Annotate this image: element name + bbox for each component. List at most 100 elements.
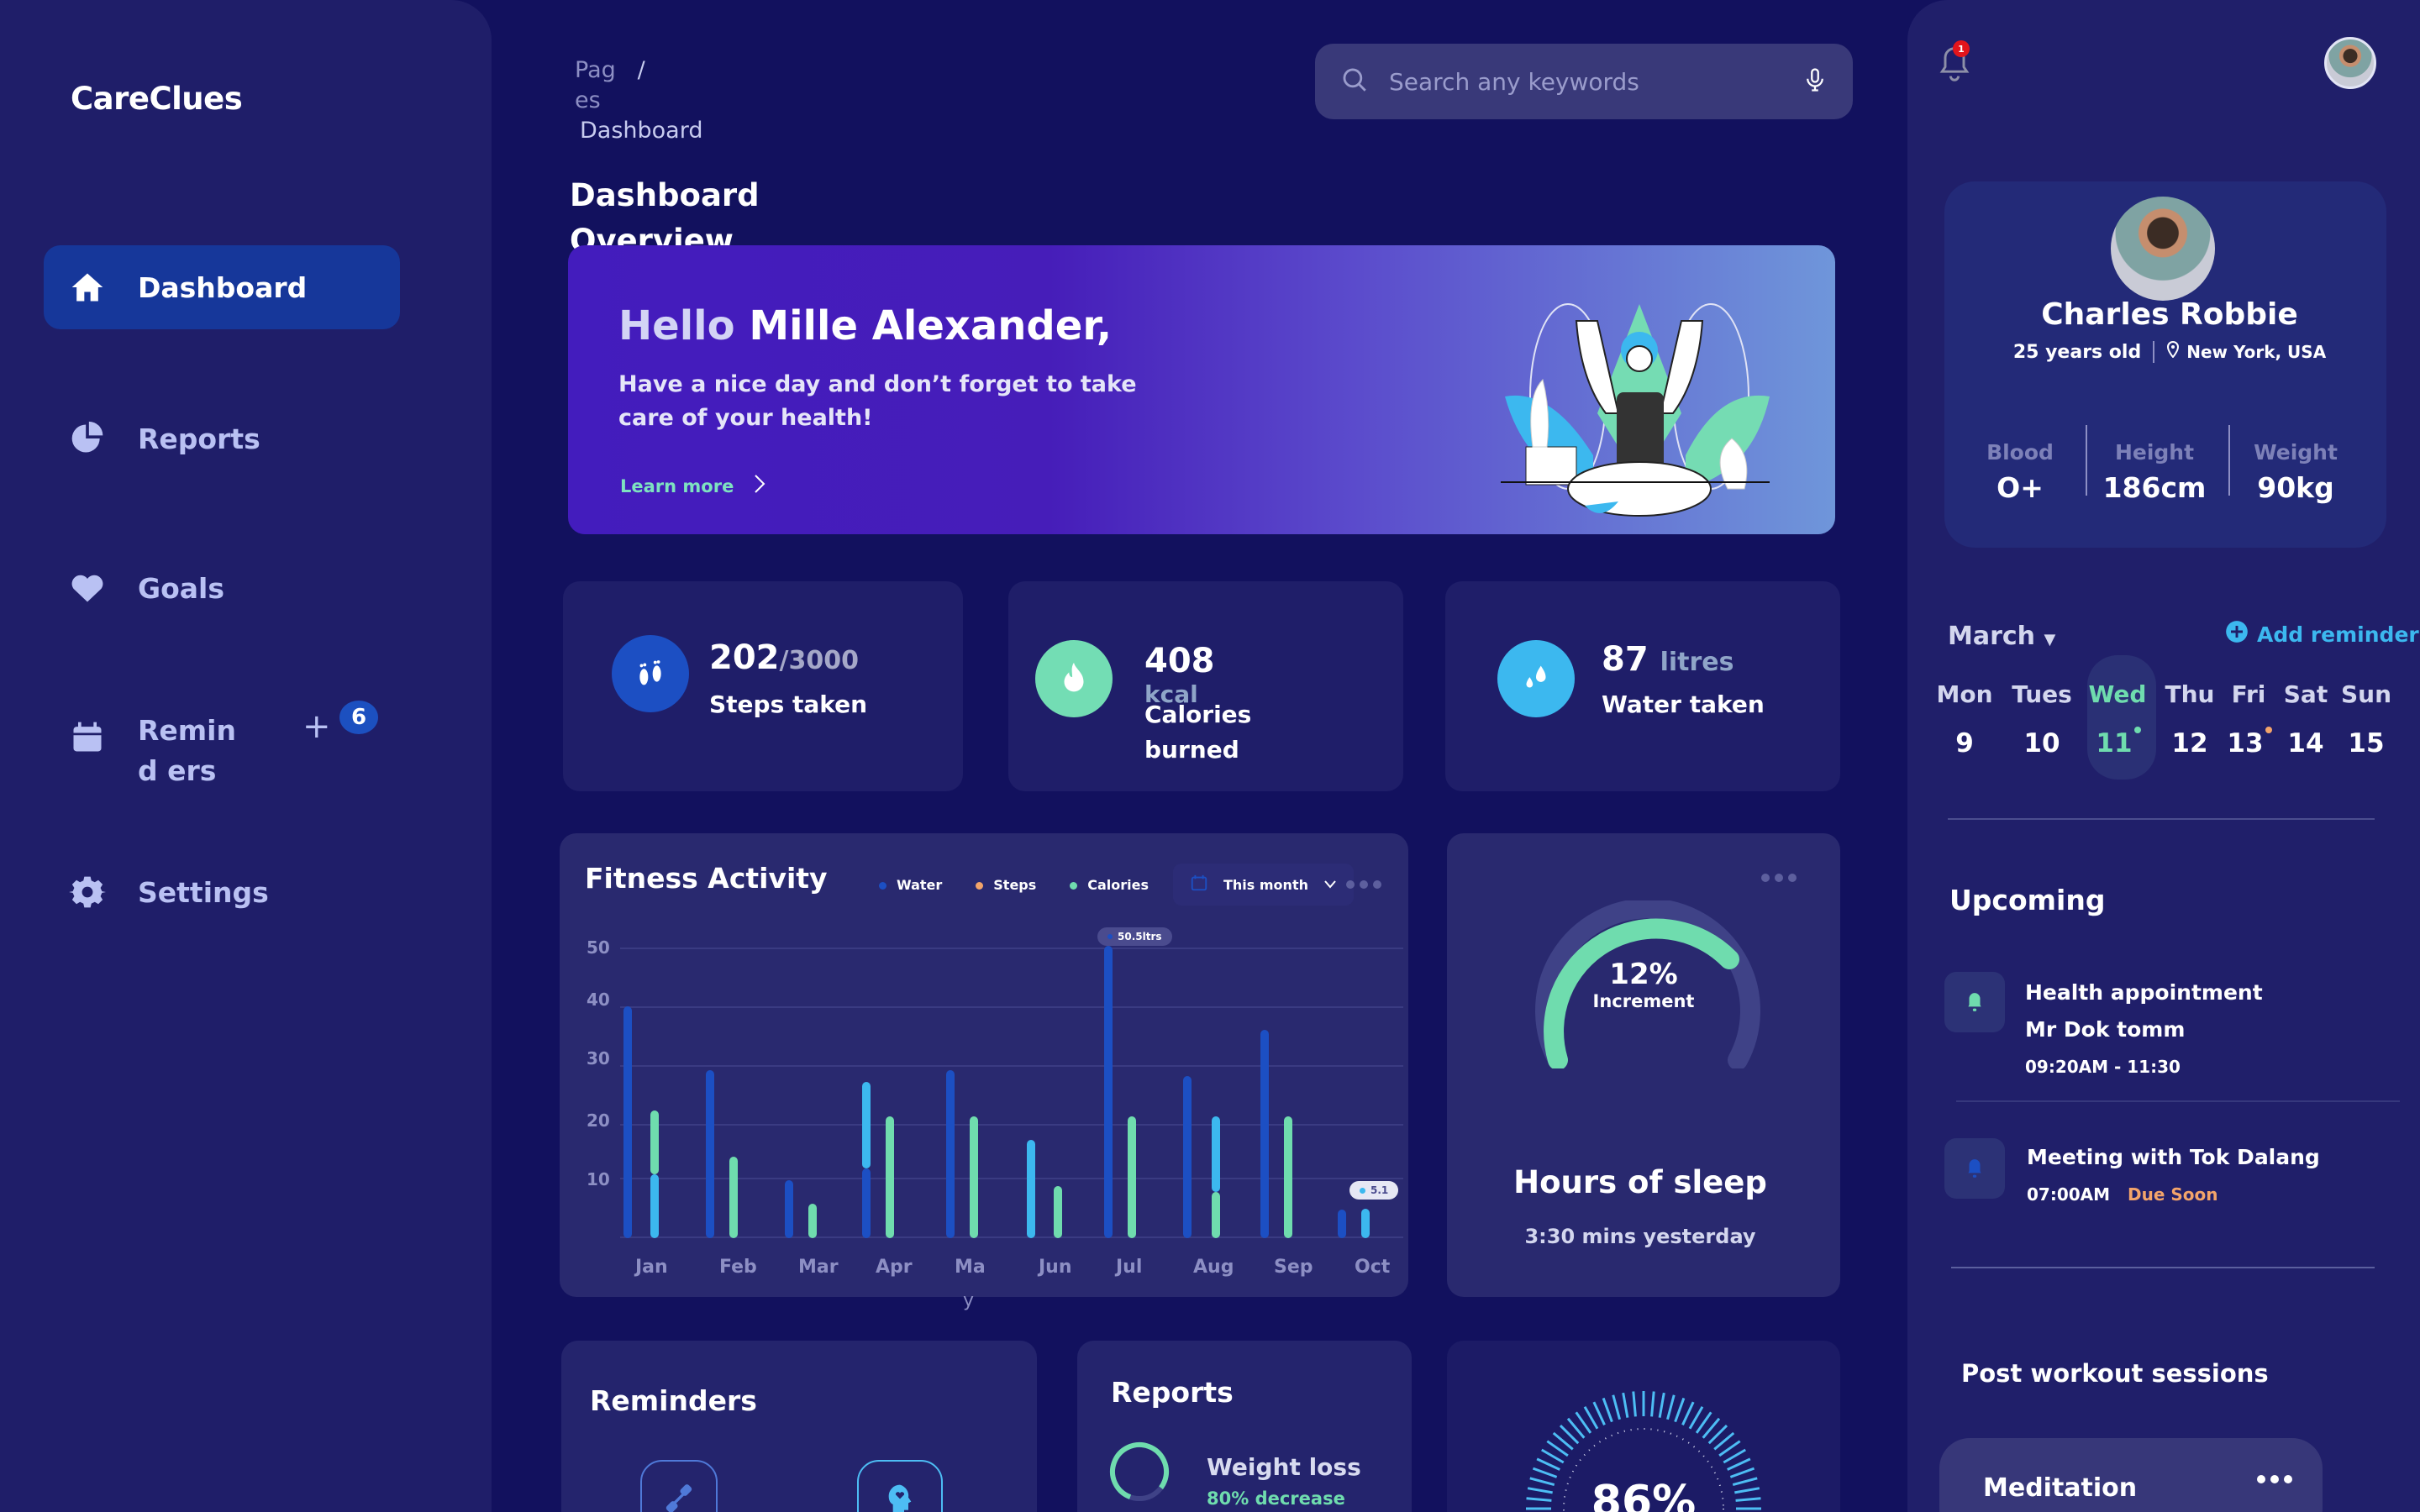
calendar-day-sat[interactable]: Sat 14 [2283, 680, 2328, 759]
calendar-day-fri[interactable]: Fri 13 [2215, 680, 2282, 759]
x-tick: Jul [1116, 1257, 1143, 1278]
profile-location: New York, USA [2186, 342, 2327, 362]
chart-bar[interactable] [1104, 945, 1113, 1238]
calendar-day-sun[interactable]: Sun 15 [2340, 680, 2392, 759]
profile-age: 25 years old [2012, 341, 2142, 363]
notification-bell-icon[interactable]: 1 [1936, 40, 1973, 87]
calories-value: 408 [1144, 642, 1215, 680]
steps-value: 202/3000 [709, 638, 859, 677]
sidebar-item-label: Reports [138, 422, 260, 455]
water-label: Water taken [1602, 690, 1765, 718]
plus-circle-icon [2225, 620, 2249, 648]
chart-tooltip-water: 50.5ltrs [1097, 927, 1172, 946]
chart-bar[interactable] [1128, 1116, 1136, 1238]
add-reminder-button[interactable]: Add reminder [2225, 620, 2419, 648]
report-item-label: Weight loss [1207, 1453, 1361, 1481]
session-more-icon[interactable] [2257, 1475, 2292, 1483]
search-input[interactable] [1389, 67, 1802, 96]
sidebar-item-goals[interactable]: Goals [44, 546, 400, 630]
notification-count-badge: 1 [1953, 40, 1970, 57]
chart-bar[interactable] [862, 1081, 871, 1169]
search-icon [1340, 66, 1369, 97]
x-tick: Aug [1193, 1257, 1234, 1278]
chart-bar[interactable] [1338, 1209, 1346, 1238]
blood-stat: Blood O+ [1986, 440, 2054, 504]
period-dropdown[interactable]: This month [1173, 864, 1354, 906]
post-workout-title: Post workout sessions [1961, 1359, 2269, 1388]
calories-unit: kcal [1144, 680, 1198, 708]
upcoming-item-meta: 07:00AM Due Soon [2027, 1184, 2218, 1205]
upcoming-item[interactable]: Meeting with Tok Dalang 07:00AM Due Soon [2027, 1139, 2320, 1213]
user-avatar[interactable] [2324, 37, 2376, 89]
add-reminder-label: Add reminder [2257, 622, 2419, 647]
chart-bar[interactable] [808, 1203, 817, 1238]
chart-bar[interactable] [650, 1174, 659, 1238]
upcoming-item[interactable]: Health appointment Mr Dok tomm 09:20AM -… [2025, 974, 2263, 1085]
calendar-icon [64, 714, 111, 761]
radial-progress-gauge [1526, 1391, 1761, 1512]
learn-more-link[interactable]: Learn more [620, 474, 765, 498]
x-tick: Sep [1274, 1257, 1313, 1278]
chart-bar[interactable] [785, 1180, 793, 1238]
reminders-count-badge: 6 [339, 701, 378, 734]
chart-bar[interactable] [1361, 1208, 1370, 1238]
caret-down-icon: ▼ [2044, 631, 2056, 648]
water-value: 87 litres [1602, 640, 1734, 679]
chart-bar[interactable] [1183, 1075, 1192, 1238]
calendar-day-mon[interactable]: Mon 9 [1936, 680, 1993, 759]
chart-bar[interactable] [650, 1110, 659, 1175]
session-title: Meditation [1983, 1473, 2138, 1503]
breadcrumb-parent[interactable]: Pages [575, 57, 616, 113]
chart-bar[interactable] [862, 1168, 871, 1238]
weight-loss-ring [1110, 1442, 1169, 1501]
chart-bar[interactable] [706, 1069, 714, 1238]
calories-card[interactable]: 408 kcal Calories burned [1008, 581, 1403, 791]
chart-bar[interactable] [946, 1069, 955, 1238]
legend-calories[interactable]: Calories [1070, 877, 1149, 893]
sleep-title: Hours of sleep [1513, 1164, 1767, 1200]
chart-bar[interactable] [1284, 1116, 1292, 1238]
chart-bar[interactable] [1027, 1139, 1035, 1238]
chart-bar[interactable] [1212, 1116, 1220, 1192]
calendar-day-thu[interactable]: Thu 12 [2165, 680, 2215, 759]
sidebar-item-reminders[interactable]: Remind ers [44, 711, 400, 811]
session-card[interactable]: Meditation [1939, 1438, 2323, 1512]
chevron-down-icon [1323, 877, 1337, 893]
chart-bar[interactable] [1260, 1029, 1269, 1238]
calendar-day-wed[interactable]: Wed 11 [2088, 680, 2147, 759]
add-reminder-plus-icon[interactable]: + [302, 707, 331, 746]
sidebar-item-label: Settings [138, 875, 269, 909]
sidebar-item-dashboard[interactable]: Dashboard [44, 245, 400, 329]
dumbbell-icon[interactable] [640, 1460, 718, 1512]
location-pin-icon [2166, 340, 2180, 363]
chart-bar[interactable] [729, 1157, 738, 1238]
steps-card[interactable]: 202/3000 Steps taken [563, 581, 963, 791]
home-icon [64, 264, 111, 311]
calendar-day-tues[interactable]: Tues 10 [2012, 680, 2072, 759]
water-card[interactable]: 87 litres Water taken [1445, 581, 1840, 791]
weight-stat: Weight 90kg [2254, 440, 2338, 504]
brand-logo[interactable]: CareClues [71, 81, 243, 117]
chart-more-icon[interactable] [1346, 880, 1381, 889]
sidebar-item-settings[interactable]: Settings [44, 850, 400, 934]
legend-steps[interactable]: Steps [976, 877, 1036, 893]
chart-bar[interactable] [623, 1006, 632, 1238]
calories-label: Calories burned [1144, 701, 1252, 764]
mind-heart-icon[interactable] [857, 1460, 943, 1512]
legend-water[interactable]: Water [879, 877, 942, 893]
sidebar-item-reports[interactable]: Reports [44, 396, 400, 480]
chart-bar[interactable] [886, 1116, 894, 1238]
x-tick: Oct [1355, 1257, 1391, 1278]
pie-chart-icon [64, 415, 111, 462]
month-selector[interactable]: March ▼ [1948, 622, 2055, 651]
chart-bar[interactable] [1212, 1191, 1220, 1238]
upcoming-title: Upcoming [1949, 884, 2106, 916]
microphone-icon[interactable] [1802, 66, 1828, 97]
chart-bars [560, 833, 1408, 1238]
chart-bar[interactable] [970, 1116, 978, 1238]
height-stat: Height 186cm [2102, 440, 2207, 504]
progress-card: 86% [1447, 1341, 1840, 1512]
chart-bar[interactable] [1054, 1185, 1062, 1238]
sleep-more-icon[interactable] [1761, 874, 1797, 882]
month-label: March [1948, 622, 2036, 651]
